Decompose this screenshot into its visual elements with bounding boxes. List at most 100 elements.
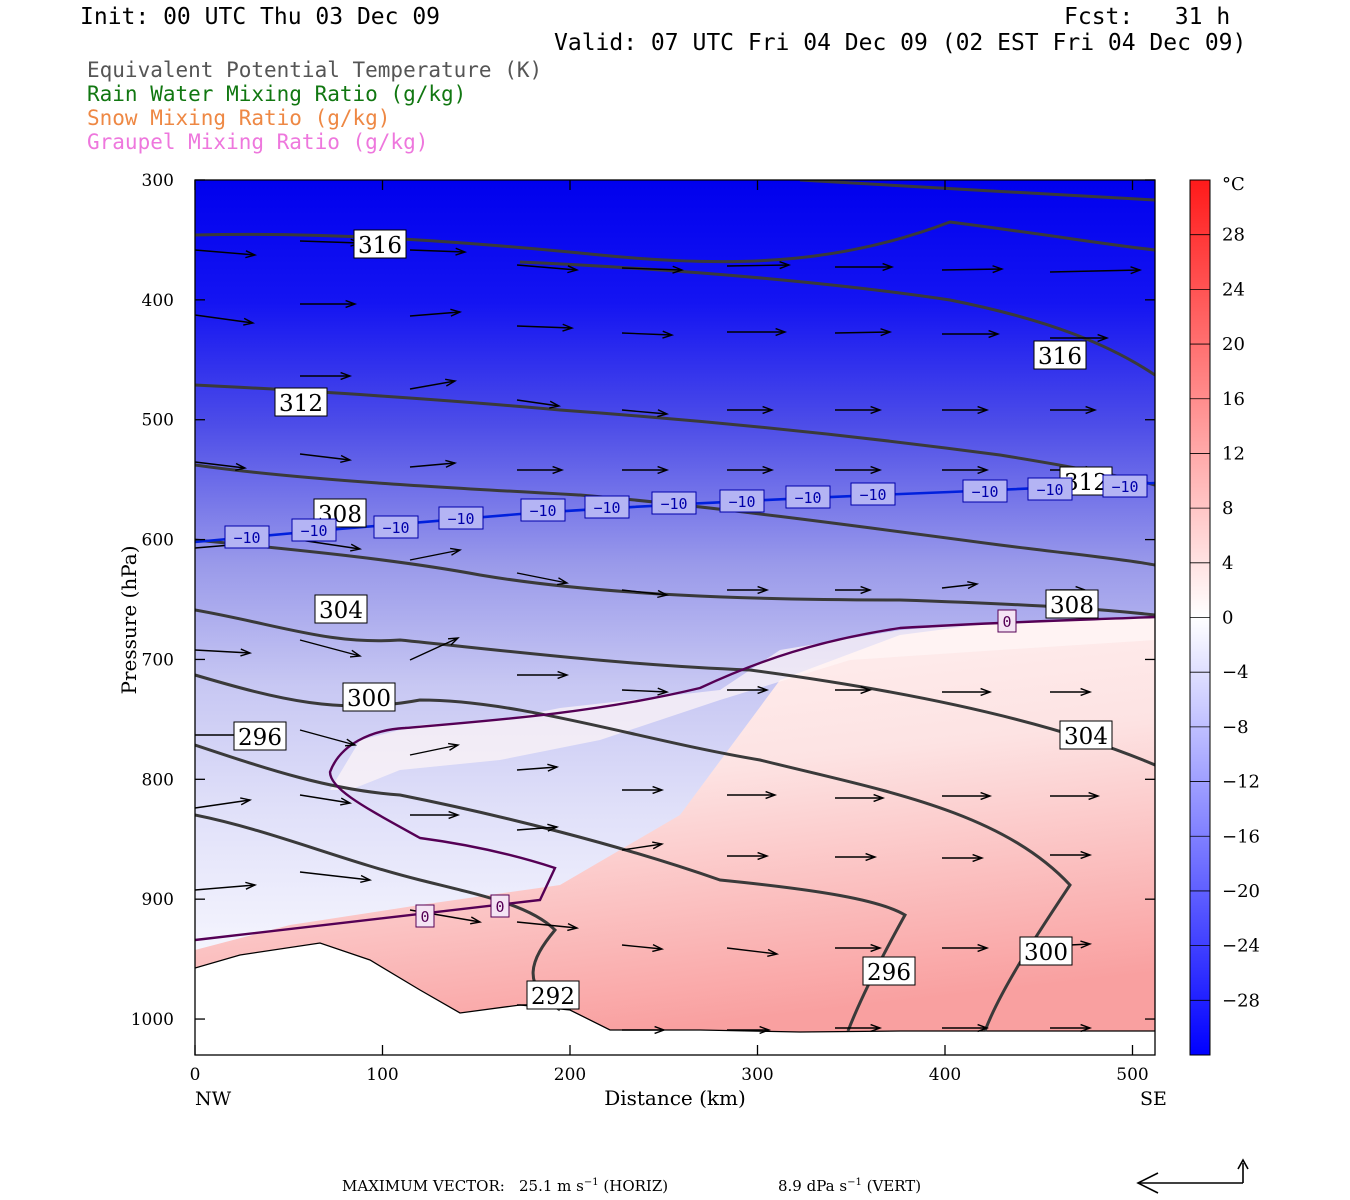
- isotherm-label: −10: [1111, 478, 1138, 496]
- wind-arrow: [516, 572, 570, 586]
- theta-e-label-box: [353, 229, 407, 259]
- y-tick-label: 800: [142, 770, 174, 790]
- wind-arrow: [942, 943, 990, 953]
- wind-arrow: [726, 261, 792, 270]
- wind-arrow: [194, 797, 253, 809]
- reference-vector-icon: [1136, 1158, 1249, 1194]
- wind-arrow: [516, 823, 560, 832]
- wind-arrow: [299, 729, 357, 747]
- wind-arrow: [727, 327, 788, 337]
- isotherm-label-box: [850, 482, 896, 506]
- wind-arrow: [1050, 687, 1093, 697]
- x-axis: 0 100 200 300 400 500: [190, 180, 1149, 1085]
- y-axis-label: Pressure (hPa): [117, 546, 141, 695]
- theta-e-label: 304: [319, 598, 363, 624]
- legend-graupel: Graupel Mixing Ratio (g/kg): [87, 130, 429, 154]
- wind-arrow: [835, 793, 886, 803]
- wind-arrow: [835, 1023, 883, 1033]
- wind-arrow: [516, 921, 580, 932]
- horiz-value: 25.1 m s: [519, 1177, 584, 1195]
- isotherm-label-box: [224, 525, 270, 549]
- theta-e-contour: [195, 608, 1155, 767]
- wind-arrow: [409, 742, 460, 756]
- legend-theta-e: Equivalent Potential Temperature (K): [87, 58, 543, 82]
- y-tick-label: 600: [142, 531, 174, 551]
- y-tick-label: 300: [142, 171, 174, 191]
- theta-e-label: 304: [1064, 724, 1108, 750]
- theta-e-label-box: [1059, 720, 1113, 750]
- vert-tag: (VERT): [866, 1177, 922, 1195]
- wind-vectors: [194, 238, 1143, 1035]
- x-tick-label: 100: [366, 1065, 398, 1085]
- wind-arrow: [835, 465, 883, 475]
- x-axis-label: Distance (km): [604, 1086, 746, 1110]
- y-tick-label: 900: [142, 890, 174, 910]
- x-left-end-label: NW: [195, 1088, 232, 1110]
- isotherm-label-box: [997, 609, 1017, 633]
- wind-arrow: [621, 589, 670, 599]
- plot-frame: [194, 179, 1156, 1056]
- theta-e-contour: [799, 180, 1155, 202]
- wind-arrow: [1050, 791, 1101, 801]
- isotherm-label: −10: [859, 486, 886, 504]
- wind-arrow: [194, 461, 248, 471]
- isotherm-label-box: [962, 479, 1008, 503]
- isotherm-label-box: [373, 515, 419, 539]
- wind-arrow: [516, 264, 580, 274]
- wind-arrow: [194, 881, 258, 891]
- theta-e-label-box: [862, 956, 916, 986]
- wind-arrow: [835, 585, 873, 595]
- colorbar-unit: °C: [1222, 174, 1245, 195]
- colorbar-tick-label: −20: [1222, 881, 1260, 902]
- vert-max-vector: 8.9 dPa s−1 (VERT): [778, 1177, 921, 1195]
- isotherm-label-box: [415, 904, 435, 928]
- wind-arrow: [622, 785, 665, 795]
- wind-arrow: [1050, 850, 1093, 860]
- warm-temperature-field: [195, 618, 1155, 1055]
- y-tick-label: 500: [142, 411, 174, 431]
- wind-arrow: [621, 687, 670, 696]
- horiz-max-vector: 25.1 m s−1 (HORIZ): [519, 1177, 668, 1195]
- wind-arrow: [516, 399, 562, 409]
- vert-exponent: −1: [847, 1177, 862, 1188]
- theta-e-label-box: [1019, 936, 1073, 966]
- theta-e-label: 316: [358, 233, 402, 259]
- isotherm-label-box: [1102, 474, 1148, 498]
- theta-e-label: 292: [531, 984, 575, 1010]
- wind-arrow: [727, 405, 775, 415]
- horiz-exponent: −1: [583, 1177, 599, 1188]
- theta-e-label-box: [233, 721, 287, 751]
- colorbar-tick-label: 20: [1222, 334, 1245, 355]
- x-tick-label: 0: [190, 1065, 201, 1085]
- colorbar-tick-label: 16: [1222, 389, 1245, 410]
- legend-snow: Snow Mixing Ratio (g/kg): [87, 106, 391, 130]
- isotherm-label-box: [719, 489, 765, 513]
- wind-arrow: [835, 262, 895, 272]
- horiz-tag: (HORIZ): [603, 1177, 669, 1195]
- wind-arrow: [941, 265, 1005, 274]
- wind-arrow: [621, 409, 670, 418]
- theta-e-label-box: [274, 387, 328, 417]
- wind-arrow: [621, 265, 685, 274]
- wind-arrow: [299, 794, 353, 806]
- isotherm-label-box: [785, 485, 831, 509]
- wind-arrow: [622, 465, 670, 475]
- wind-arrow: [942, 1023, 990, 1033]
- wind-arrow: [726, 947, 780, 957]
- x-right-end-label: SE: [1140, 1088, 1167, 1110]
- wind-arrow: [299, 453, 353, 463]
- legend-rain: Rain Water Mixing Ratio (g/kg): [87, 82, 467, 106]
- wind-arrow: [835, 685, 873, 695]
- isotherm-label-box: [1027, 477, 1073, 501]
- isotherm-label-box: [651, 491, 697, 515]
- theta-e-label: 296: [867, 960, 911, 986]
- wind-arrow: [299, 871, 373, 884]
- theta-e-label: 296: [238, 725, 282, 751]
- valid-time: Valid: 07 UTC Fri 04 Dec 09 (02 EST Fri …: [554, 30, 1247, 56]
- wind-arrow: [727, 1025, 772, 1035]
- wind-arrow: [517, 670, 570, 680]
- wind-arrow: [942, 329, 1001, 339]
- isotherm-label-box: [291, 518, 337, 542]
- wind-arrow: [409, 547, 463, 561]
- wind-arrow: [299, 639, 362, 658]
